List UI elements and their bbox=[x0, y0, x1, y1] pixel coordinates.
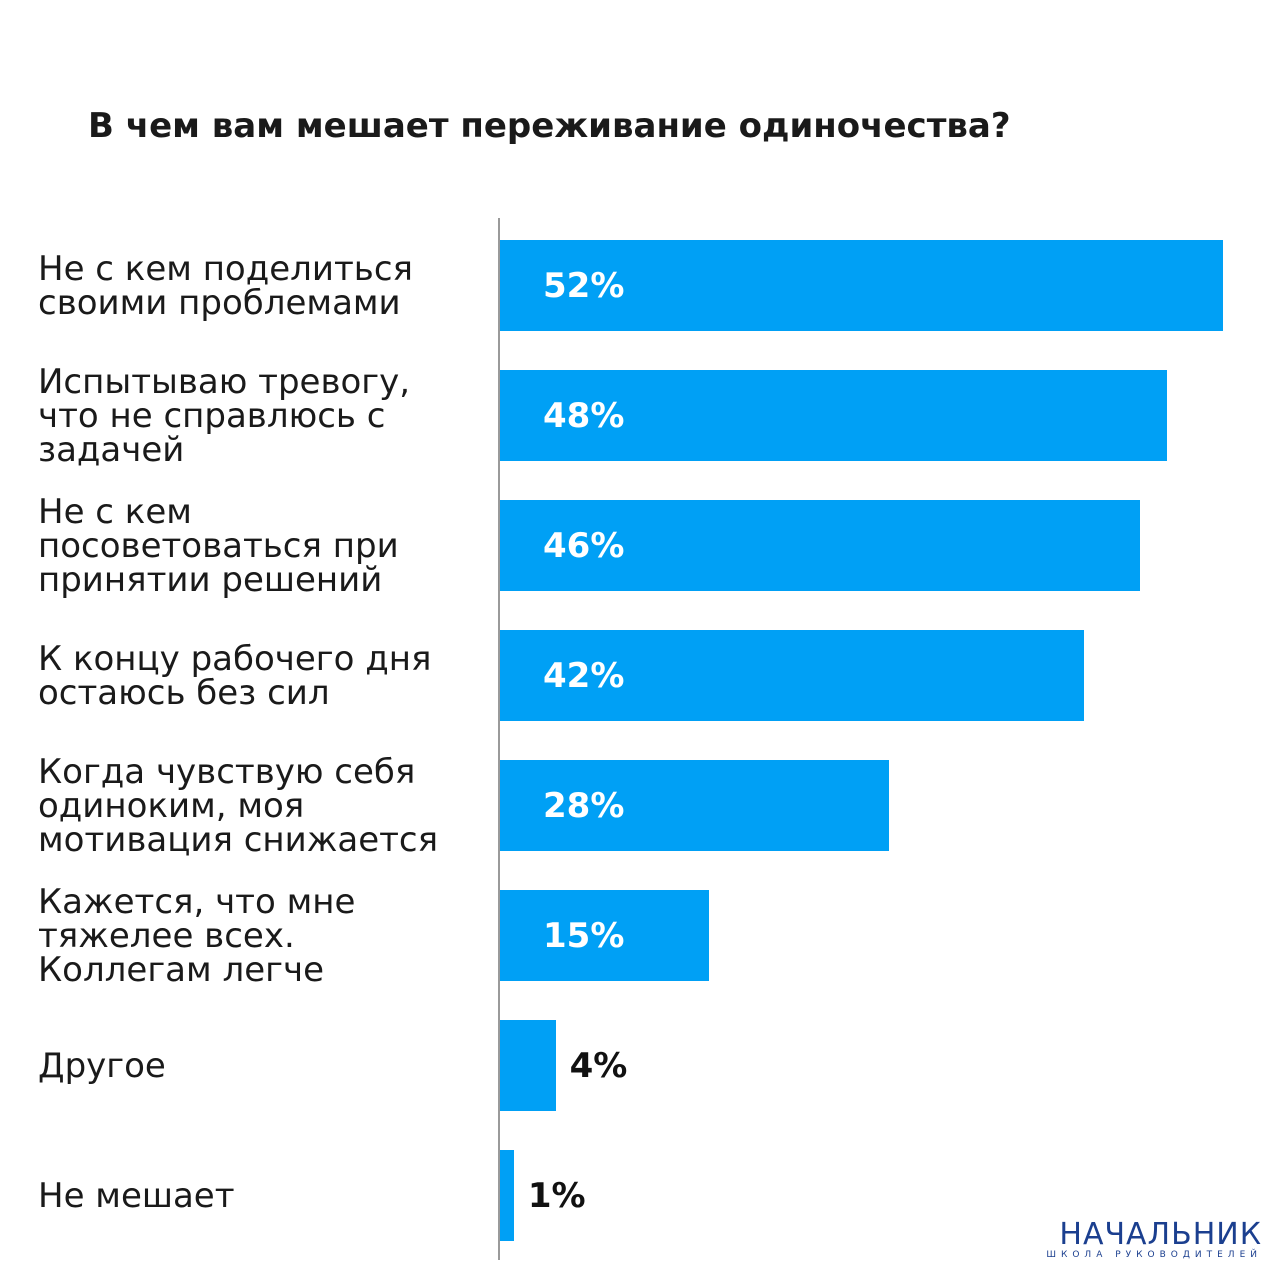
bar bbox=[500, 890, 709, 981]
category-label: Когда чувствую себя одиноким, моя мотива… bbox=[38, 751, 439, 860]
bar bbox=[500, 500, 1140, 591]
value-label: 46% bbox=[543, 525, 625, 566]
value-label: 4% bbox=[569, 1045, 628, 1086]
bar bbox=[500, 1150, 514, 1241]
value-label: 28% bbox=[543, 785, 625, 826]
axis-line bbox=[498, 218, 500, 1260]
value-label: 48% bbox=[543, 395, 625, 436]
category-label: К концу рабочего дня остаюсь без сил bbox=[38, 638, 432, 713]
bar bbox=[500, 630, 1084, 721]
category-label: Не с кем посоветоваться при принятии реш… bbox=[38, 491, 399, 600]
category-label: Не с кем поделиться своими проблемами bbox=[38, 248, 413, 323]
value-label: 42% bbox=[543, 655, 625, 696]
category-label: Другое bbox=[38, 1045, 166, 1086]
value-label: 52% bbox=[543, 265, 625, 306]
bar bbox=[500, 370, 1168, 461]
logo: НАЧАЛЬНИК ШКОЛА РУКОВОДИТЕЛЕЙ bbox=[1046, 1217, 1262, 1261]
bar bbox=[500, 240, 1223, 331]
logo-tagline: ШКОЛА РУКОВОДИТЕЛЕЙ bbox=[1046, 1250, 1262, 1260]
category-label: Испытываю тревогу, что не справлюсь с за… bbox=[38, 361, 411, 470]
category-label: Кажется, что мне тяжелее всех. Коллегам … bbox=[38, 881, 356, 990]
value-label: 1% bbox=[527, 1175, 586, 1216]
chart-title: В чем вам мешает переживание одиночества… bbox=[88, 106, 1011, 146]
value-label: 15% bbox=[543, 915, 625, 956]
bar bbox=[500, 1020, 556, 1111]
bar bbox=[500, 760, 890, 851]
logo-name: НАЧАЛЬНИК bbox=[1059, 1217, 1262, 1252]
category-label: Не мешает bbox=[38, 1175, 235, 1216]
